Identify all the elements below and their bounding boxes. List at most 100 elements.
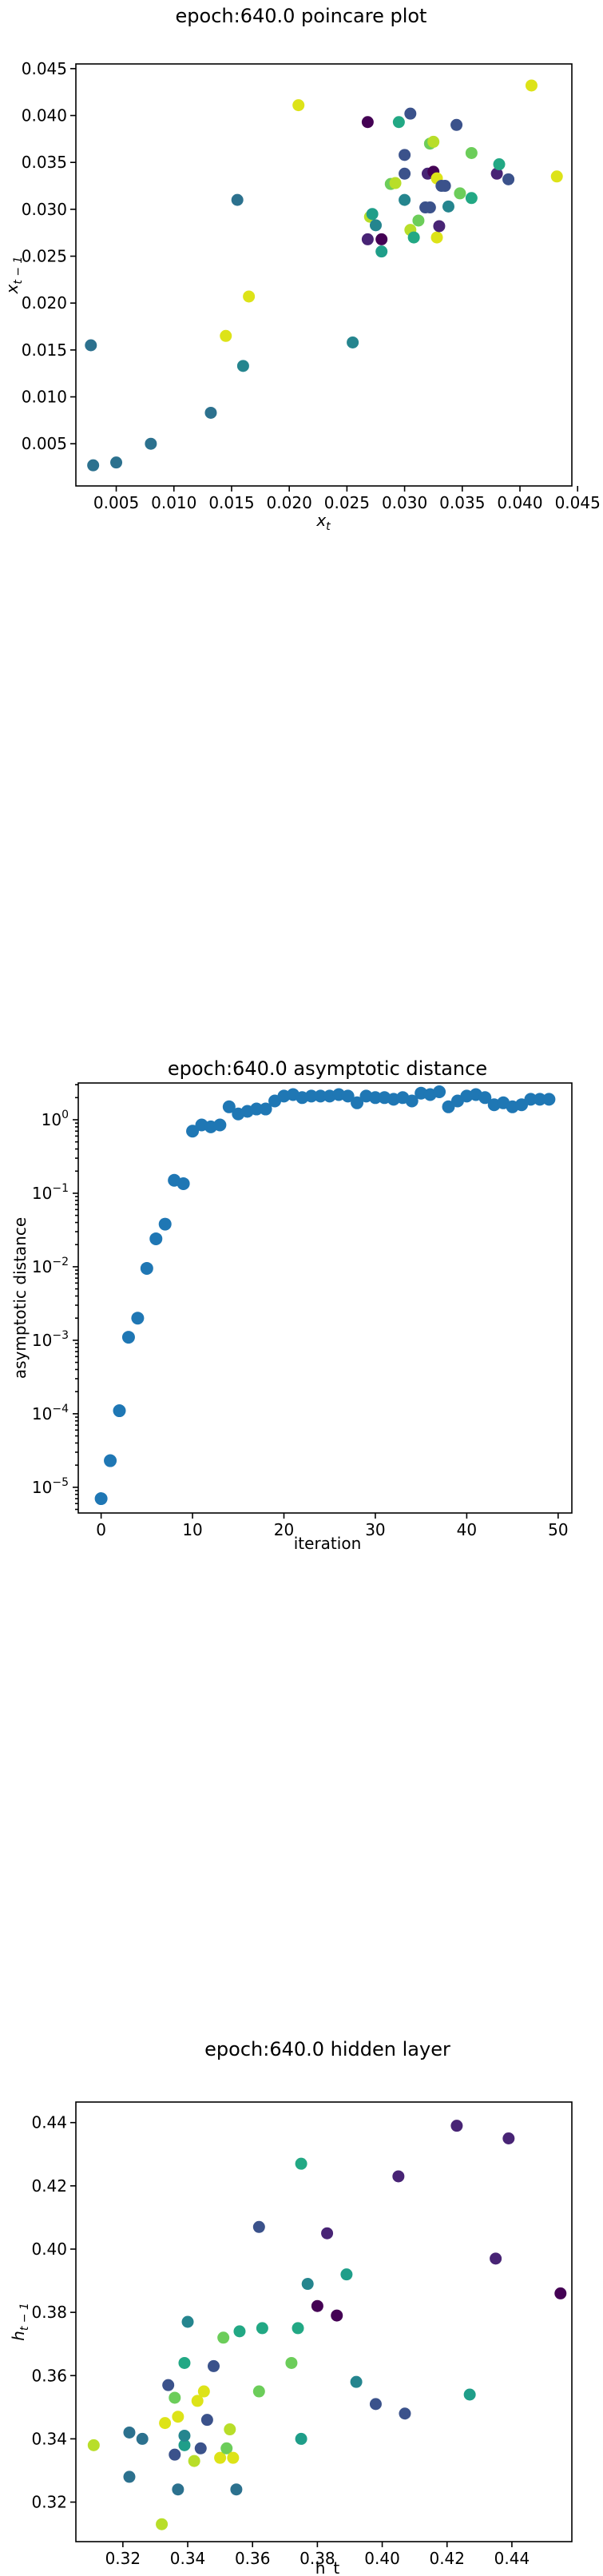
data-point (224, 2423, 236, 2436)
data-point (87, 459, 100, 472)
data-point (366, 208, 379, 221)
data-point (140, 1261, 153, 1275)
x-ticks: 0 10 20 30 40 50 (96, 1513, 569, 1539)
data-point (177, 1177, 190, 1190)
y-tick-label: 0.36 (31, 2366, 67, 2385)
data-point (197, 2385, 210, 2398)
data-point (331, 2309, 343, 2322)
x-axis-label: h_t (315, 2558, 340, 2576)
data-point (136, 2432, 149, 2445)
y-tick-label: 0.045 (22, 59, 67, 78)
data-point (295, 2157, 307, 2170)
data-point (304, 1089, 318, 1103)
data-point (405, 1094, 419, 1108)
x-tick-label: 10 (182, 1520, 202, 1539)
data-point (442, 200, 454, 213)
data-point (502, 173, 515, 185)
data-point (454, 187, 466, 200)
data-point (301, 2278, 314, 2291)
asymptotic-distance-chart: epoch:640.0 asymptotic distance 0 10 20 30 4… (10, 1057, 573, 1553)
y-tick-label: 0.015 (22, 340, 67, 360)
data-point (375, 233, 388, 245)
data-point (285, 2356, 298, 2369)
y-tick-label: 10−2 (32, 1256, 69, 1276)
y-tick-label: 0.44 (31, 2113, 67, 2132)
data-point (186, 1125, 200, 1138)
data-point (250, 1102, 264, 1116)
data-point (131, 1312, 145, 1325)
y-tick-label: 0.035 (22, 153, 67, 172)
x-tick-label: 0.040 (497, 493, 542, 512)
data-point (350, 2375, 363, 2388)
data-point (399, 149, 411, 161)
data-point (369, 219, 382, 232)
y-tick-label: 0.040 (22, 106, 67, 125)
x-tick-label: 0.32 (105, 2549, 141, 2568)
x-tick-label: 50 (548, 1520, 568, 1539)
data-point (347, 336, 359, 348)
data-point (113, 1404, 126, 1418)
y-tick-label: 100 (42, 1109, 69, 1129)
data-point (295, 2432, 307, 2445)
y-tick-label: 10−1 (32, 1182, 69, 1203)
data-point (311, 2299, 323, 2312)
data-point (292, 99, 305, 112)
data-point (368, 1091, 382, 1105)
data-point (191, 2395, 204, 2407)
data-point (404, 107, 417, 120)
data-point (465, 146, 478, 159)
data-point (524, 1093, 538, 1106)
y-ticks: 10−5 10−4 10−3 10−2 10−1 100 (32, 1084, 78, 1511)
data-point (236, 360, 249, 372)
y-tick-label: 0.42 (31, 2176, 67, 2196)
data-point (542, 1093, 556, 1106)
y-tick-label: 0.005 (22, 434, 67, 453)
y-tick-label: 0.34 (31, 2429, 67, 2448)
data-point (369, 2398, 382, 2411)
data-point (204, 406, 217, 419)
y-tick-label: 10−5 (32, 1476, 69, 1497)
x-tick-label: 0 (96, 1520, 106, 1539)
data-point (502, 2132, 515, 2145)
data-point (178, 2356, 191, 2369)
x-tick-label: 0.020 (267, 493, 312, 512)
y-tick-label: 0.38 (31, 2303, 67, 2322)
poincare-plot-chart: epoch:640.0 poincare plot 0.005 0.010 0.01… (2, 5, 601, 533)
data-point (351, 1096, 364, 1109)
data-point (433, 1085, 446, 1099)
data-point (200, 2414, 213, 2427)
plot-frame (75, 2101, 573, 2542)
data-point (321, 2227, 334, 2240)
x-tick-label: 0.035 (439, 493, 485, 512)
data-point (123, 2426, 136, 2439)
data-point (181, 2315, 194, 2328)
x-tick-label: 40 (457, 1520, 477, 1539)
x-tick-label: 30 (365, 1520, 385, 1539)
data-point (252, 2220, 265, 2233)
data-point (145, 437, 157, 450)
data-point (222, 1100, 236, 1113)
data-point (259, 1102, 272, 1116)
x-tick-label: 0.44 (494, 2549, 530, 2568)
data-point (178, 2429, 191, 2442)
data-point (478, 1091, 492, 1105)
x-tick-label: 0.005 (93, 493, 139, 512)
data-point (525, 79, 538, 92)
data-point (208, 2359, 220, 2372)
data-point (162, 2379, 175, 2391)
data-point (361, 116, 374, 129)
data-point (230, 2483, 243, 2496)
data-point (375, 245, 388, 258)
data-point (392, 116, 405, 129)
data-point (433, 220, 446, 233)
data-point (340, 2268, 353, 2281)
data-point (123, 2470, 136, 2483)
x-tick-label: 0.36 (235, 2549, 271, 2568)
x-tick-label: 0.015 (208, 493, 254, 512)
y-tick-label: 10−3 (32, 1329, 69, 1350)
data-point (159, 2417, 172, 2430)
y-tick-label: 0.020 (22, 293, 67, 313)
x-tick-label: 0.40 (364, 2549, 400, 2568)
data-point (399, 193, 411, 206)
data-point (389, 177, 402, 189)
